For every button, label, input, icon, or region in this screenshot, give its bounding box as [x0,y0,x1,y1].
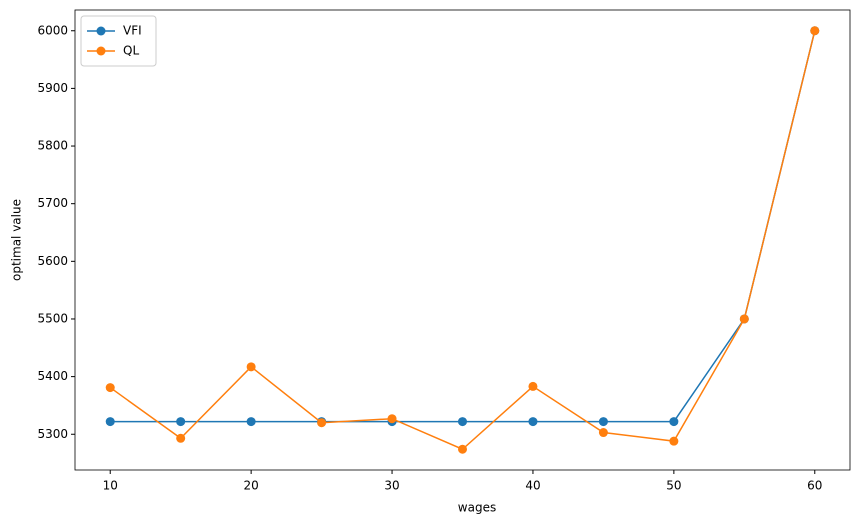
data-point [105,417,115,427]
data-point [317,418,327,428]
data-point [669,417,679,427]
data-point [246,417,256,427]
data-point [246,362,256,372]
y-axis-label: optimal value [10,199,24,281]
data-point [739,314,749,324]
data-point [458,444,467,454]
x-tick-label: 30 [384,479,399,493]
data-point [810,26,820,36]
x-axis-label: wages [458,501,496,515]
data-point [458,417,467,427]
data-point [598,428,608,438]
y-tick-label: 5700 [37,196,68,210]
x-tick-label: 20 [243,479,258,493]
legend-label: QL [123,44,139,58]
legend-marker [96,26,106,36]
data-point [176,417,186,427]
x-tick-label: 40 [525,479,540,493]
data-point [528,381,538,391]
x-tick-label: 60 [807,479,822,493]
y-tick-label: 5300 [37,427,68,441]
legend: VFI QL [80,15,157,67]
x-tick-label: 10 [103,479,118,493]
series-line [109,30,816,451]
legend-label: VFI [123,24,142,38]
legend-box [80,15,157,67]
y-tick-label: 5500 [37,311,68,325]
y-tick-label: 5800 [37,139,68,153]
legend-marker [96,46,106,56]
plot-frame [74,9,851,471]
data-point [669,436,679,446]
y-tick-label: 5400 [37,369,68,383]
data-point [105,383,115,393]
data-point [528,417,538,427]
data-point [387,414,397,424]
y-tick-label: 5600 [37,254,68,268]
x-tick-label: 50 [666,479,681,493]
data-point [176,433,186,443]
y-tick-label: 6000 [37,23,68,37]
data-point [598,417,608,427]
series-line [110,30,816,423]
y-tick-label: 5900 [37,81,68,95]
